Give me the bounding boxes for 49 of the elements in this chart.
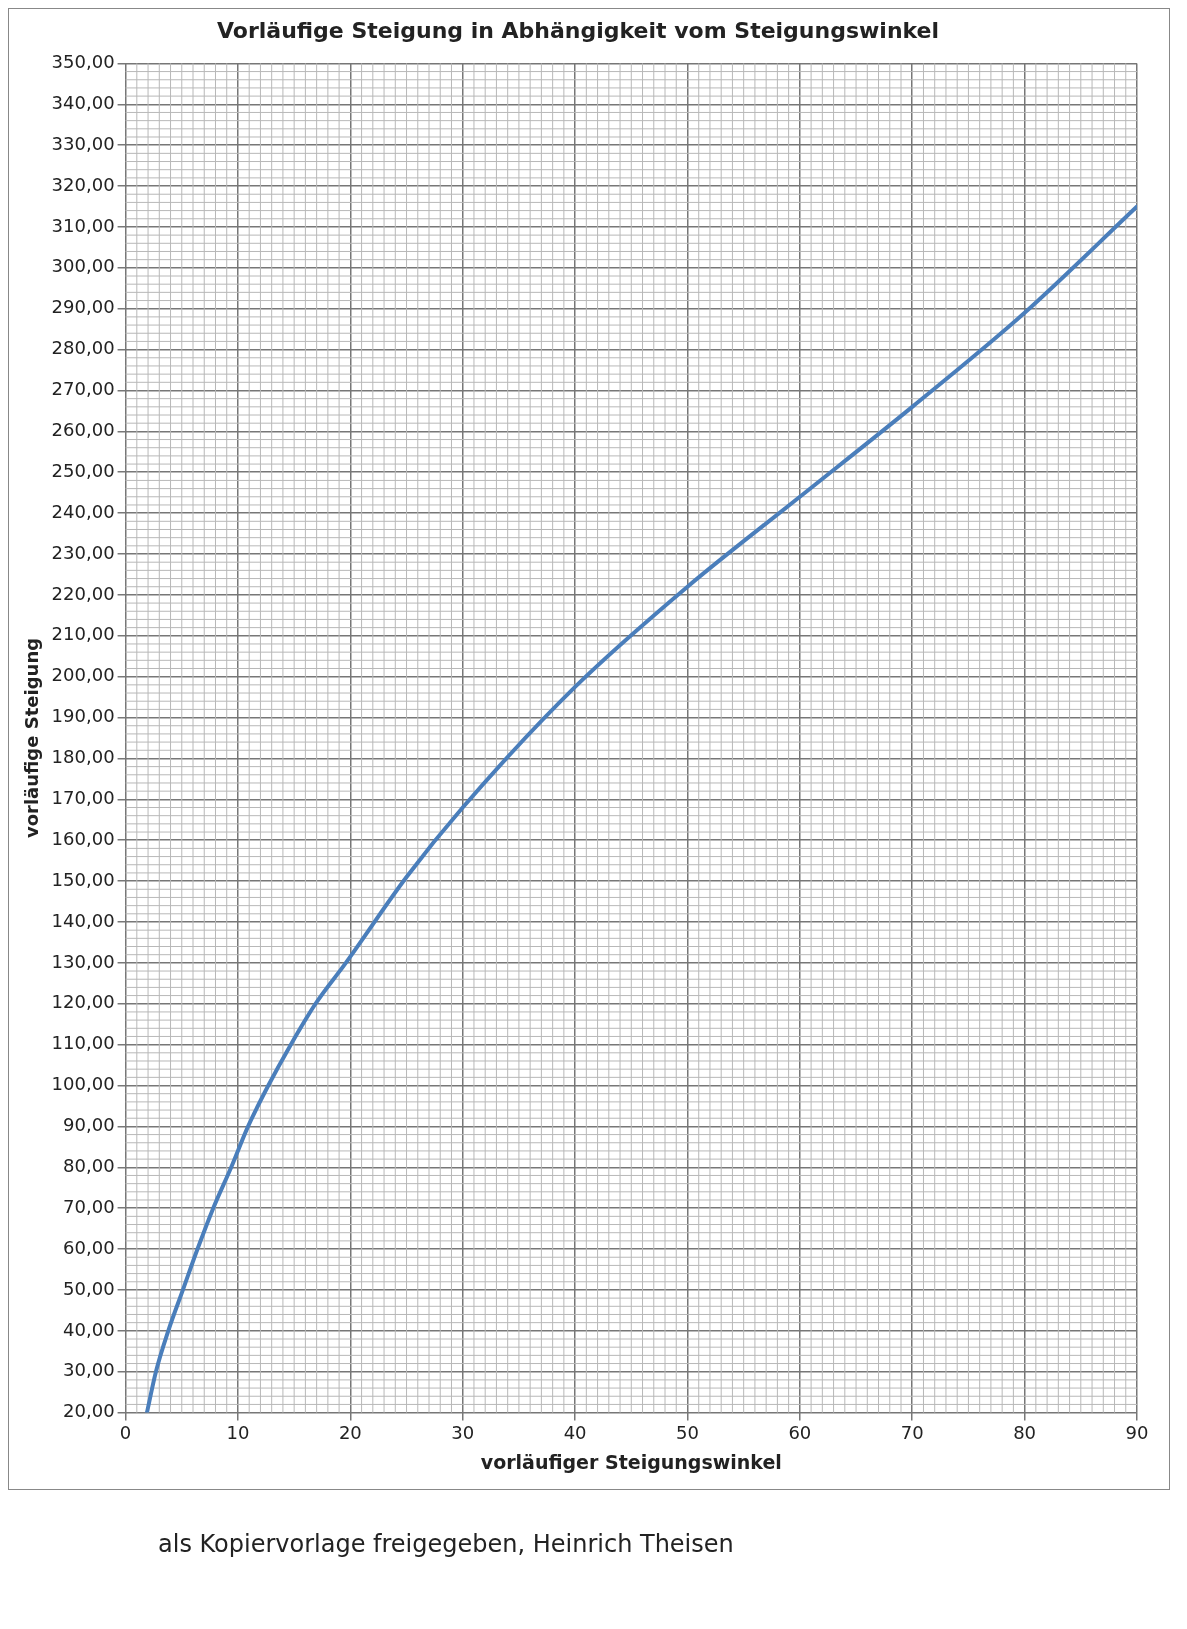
- y-tick-label: 230,00: [51, 541, 115, 563]
- y-tick-label: 190,00: [51, 705, 115, 727]
- y-tick-label: 130,00: [51, 950, 115, 972]
- y-tick-label: 200,00: [51, 664, 115, 686]
- y-tick-label: 320,00: [51, 173, 115, 195]
- y-tick-label: 60,00: [63, 1236, 115, 1258]
- x-tick-label: 40: [563, 1422, 587, 1444]
- y-tick-label: 70,00: [63, 1195, 115, 1217]
- y-tick-label: 120,00: [51, 991, 115, 1013]
- y-tick-label: 350,00: [51, 51, 115, 73]
- y-tick-label: 30,00: [63, 1359, 115, 1381]
- x-tick-label: 60: [788, 1422, 812, 1444]
- y-tick-label: 180,00: [51, 746, 115, 768]
- y-tick-label: 50,00: [63, 1277, 115, 1299]
- x-tick-label: 80: [1013, 1422, 1037, 1444]
- x-tick-label: 70: [900, 1422, 924, 1444]
- y-tick-label: 150,00: [51, 868, 115, 890]
- y-tick-label: 220,00: [51, 582, 115, 604]
- y-tick-label: 100,00: [51, 1073, 115, 1095]
- y-tick-label: 250,00: [51, 459, 115, 481]
- x-tick-label: 20: [338, 1422, 362, 1444]
- x-tick-label: 0: [119, 1422, 132, 1444]
- y-tick-label: 310,00: [51, 214, 115, 236]
- y-tick-label: 270,00: [51, 378, 115, 400]
- y-tick-label: 160,00: [51, 827, 115, 849]
- x-tick-label: 30: [451, 1422, 475, 1444]
- x-tick-label: 90: [1125, 1422, 1149, 1444]
- y-tick-label: 170,00: [51, 787, 115, 808]
- line-series: [144, 204, 1137, 1413]
- y-tick-label: 260,00: [51, 419, 115, 441]
- y-tick-label: 240,00: [51, 500, 115, 522]
- y-tick-label: 80,00: [63, 1154, 115, 1176]
- y-tick-label: 40,00: [63, 1318, 115, 1340]
- chart-title: Vorläufige Steigung in Abhängigkeit vom Steigungswinkel: [216, 17, 940, 43]
- y-tick-label: 90,00: [63, 1114, 115, 1136]
- y-tick-label: 210,00: [51, 623, 115, 645]
- y-tick-label: 300,00: [51, 255, 115, 277]
- x-tick-label: 50: [676, 1422, 699, 1444]
- y-tick-label: 340,00: [51, 91, 115, 113]
- y-tick-label: 330,00: [51, 132, 115, 154]
- y-tick-label: 110,00: [51, 1032, 115, 1054]
- y-tick-label: 140,00: [51, 909, 115, 931]
- x-tick-label: 10: [226, 1422, 250, 1444]
- y-tick-label: 290,00: [51, 296, 115, 318]
- x-axis-title: vorläufiger Steigungswinkel: [480, 1450, 782, 1473]
- y-axis-title: vorläufige Steigung: [21, 637, 43, 839]
- y-tick-label: 280,00: [51, 337, 115, 359]
- y-tick-label: 20,00: [63, 1400, 115, 1422]
- text: als Kopiervorlage freigegeben, Heinrich Theisen: [157, 1529, 735, 1558]
